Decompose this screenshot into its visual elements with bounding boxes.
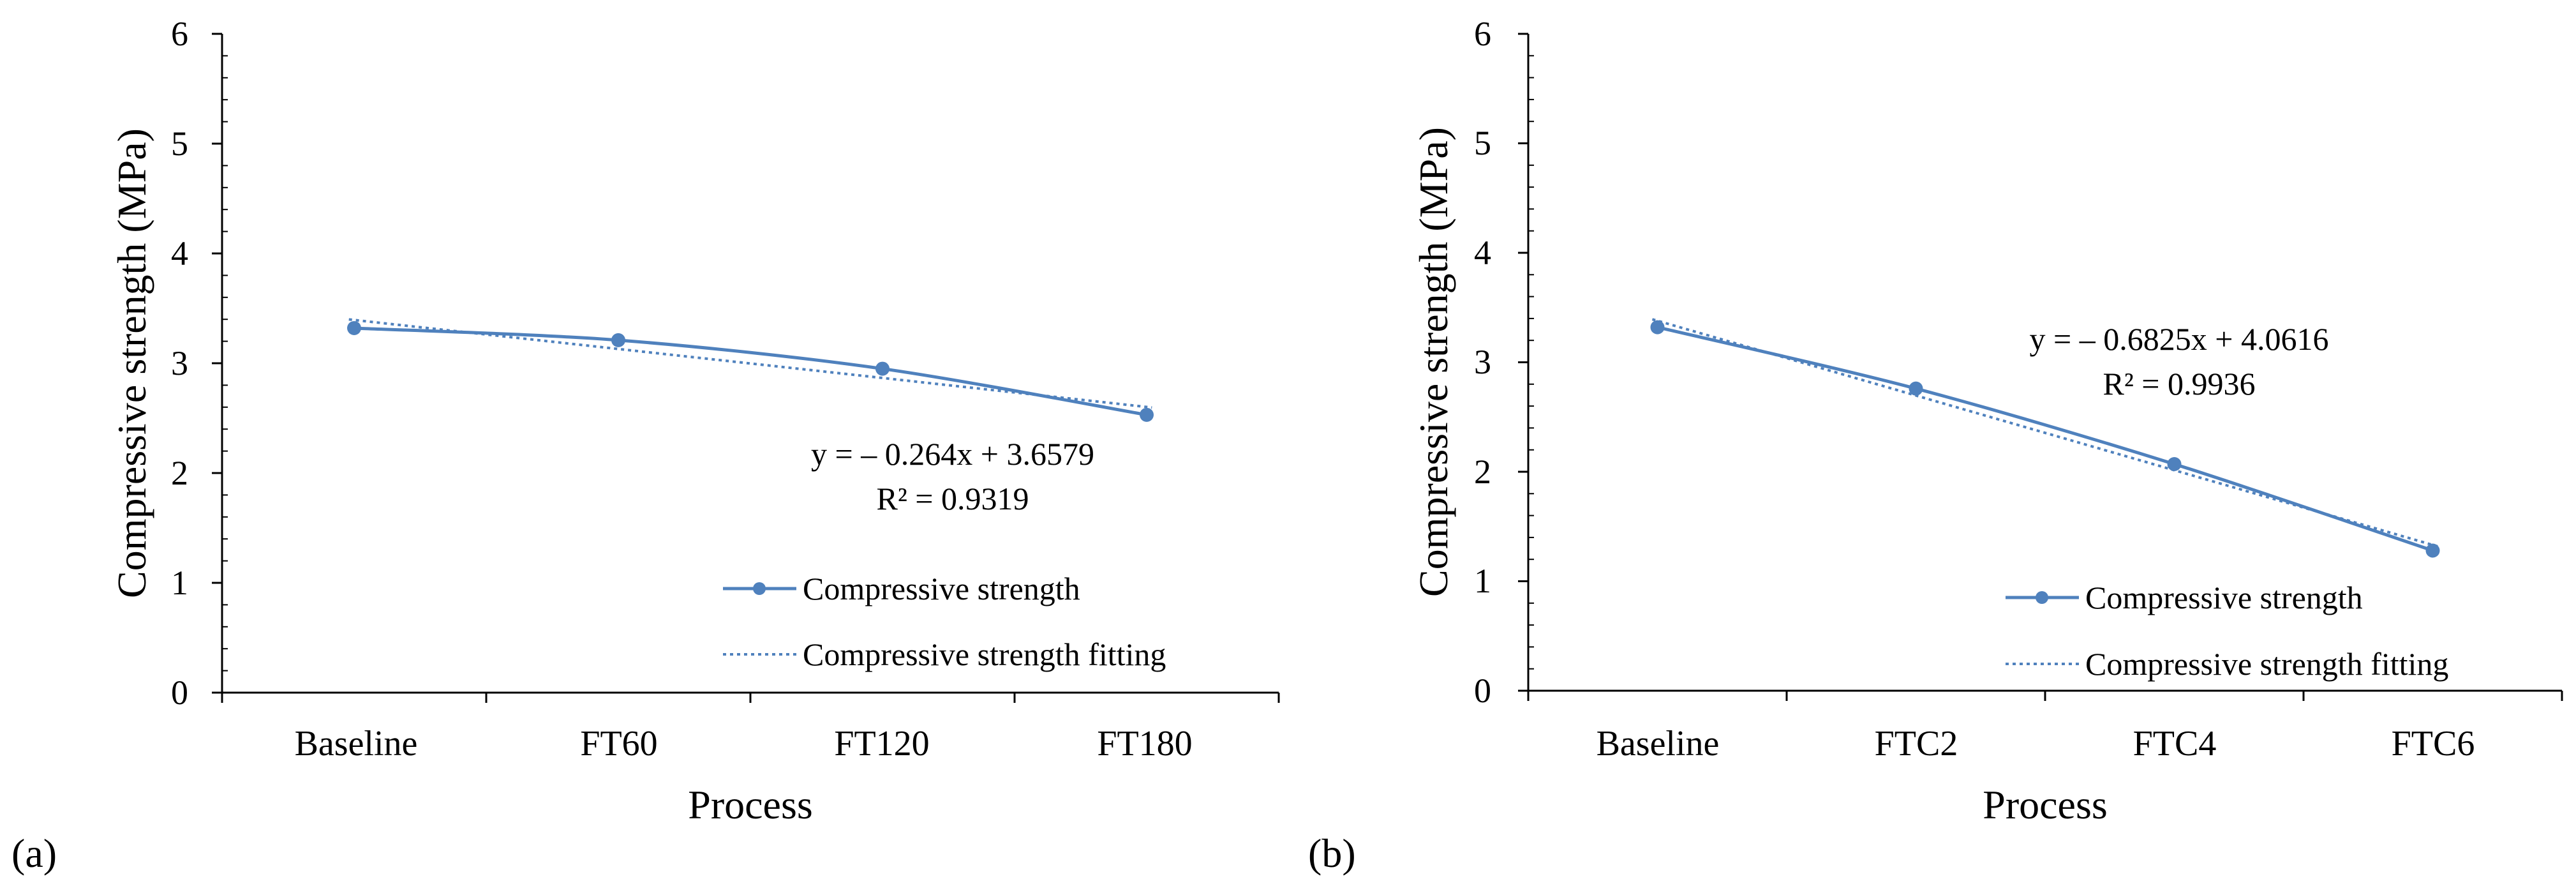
panel-a-x-tick-label: FT180: [1097, 724, 1192, 763]
panel-a-legend-entry: Compressive strength: [803, 571, 1080, 606]
panel-b-y-axis-title: Compressive strength (MPa): [1411, 127, 1456, 597]
panel-a-y-axis-title: Compressive strength (MPa): [109, 128, 154, 598]
panel-b-y-tick-label: 4: [1474, 234, 1491, 272]
panel-b-equation-label: y = – 0.6825x + 4.0616: [2030, 321, 2329, 357]
panel-a-legend-swatch-marker: [753, 582, 766, 595]
panel-a-axes: [212, 33, 1280, 703]
panel-a-legend: Compressive strength Compressive strengt…: [723, 571, 1166, 672]
panel-a-y-tick-label: 0: [171, 673, 188, 712]
panel-b-y-tick-label: 0: [1474, 672, 1491, 710]
panel-a-x-tick-labels: Baseline FT60 FT120 FT180: [295, 724, 1193, 763]
panel-b-y-tick-label: 3: [1474, 343, 1491, 381]
panel-a-x-tick-label: FT60: [580, 724, 657, 763]
panel-a-data-point: [1140, 407, 1154, 422]
panel-a-legend-entry: Compressive strength fitting: [803, 636, 1166, 672]
panel-a-x-axis-title: Process: [688, 782, 813, 827]
panel-b-y-tick-labels: 0 1 2 3 4 5 6: [1474, 15, 1491, 710]
panel-b-x-tick-label: FTC4: [2133, 724, 2217, 763]
panel-a-y-tick-label: 5: [171, 124, 188, 163]
panel-b-y-tick-label: 6: [1474, 15, 1491, 53]
panel-a-x-tick-label: FT120: [834, 724, 929, 763]
panel-b-axes: [1518, 33, 2563, 701]
panel-a-x-tick-label: Baseline: [295, 724, 418, 763]
panel-a-r-squared-label: R² = 0.9319: [876, 481, 1029, 516]
panel-a-data-point: [875, 361, 890, 376]
panel-a-equation-label: y = – 0.264x + 3.6579: [811, 436, 1094, 472]
panel-b-r-squared-label: R² = 0.9936: [2103, 366, 2255, 402]
panel-b-y-tick-label: 5: [1474, 124, 1491, 162]
panel-b-y-tick-label: 1: [1474, 562, 1491, 600]
panel-a-label: (a): [11, 831, 57, 876]
panel-b-x-axis-title: Process: [1983, 782, 2108, 827]
panel-b-x-tick-label: FTC6: [2392, 724, 2475, 763]
panel-b-x-tick-label: Baseline: [1597, 724, 1720, 763]
panel-b-data-point: [2425, 543, 2440, 558]
panel-a-chart: 0 1 2 3 4 5 6 Baseline FT60 FT120 FT180 …: [11, 15, 1280, 876]
panel-b-legend-entry: Compressive strength: [2085, 580, 2363, 615]
panel-b-x-tick-label: FTC2: [1875, 724, 1958, 763]
panel-b-y-tick-label: 2: [1474, 453, 1491, 491]
panel-a-y-tick-label: 4: [171, 234, 188, 273]
panel-a-y-tick-label: 2: [171, 454, 188, 492]
panel-b-data-point: [1650, 320, 1665, 335]
panel-b-data-point: [1909, 381, 1923, 396]
panel-b-label: (b): [1308, 831, 1356, 876]
panel-b-x-tick-labels: Baseline FTC2 FTC4 FTC6: [1597, 724, 2475, 763]
panel-a-compressive-strength-line: [354, 326, 1147, 417]
panel-a-data-point: [611, 333, 625, 347]
panel-b-chart: 0 1 2 3 4 5 6 Baseline FTC2 FTC4 FTC6 Pr…: [1308, 15, 2563, 876]
panel-b-legend: Compressive strength Compressive strengt…: [2006, 580, 2448, 682]
panel-b-compressive-strength-line: [1657, 326, 2434, 552]
panel-a-y-tick-labels: 0 1 2 3 4 5 6: [171, 15, 188, 712]
panel-a-y-tick-label: 1: [171, 564, 188, 602]
panel-a-y-tick-label: 6: [171, 15, 188, 53]
panel-a-y-tick-label: 3: [171, 344, 188, 382]
panel-a-data-point: [347, 320, 361, 335]
panel-b-legend-swatch-marker: [2036, 591, 2048, 604]
panel-b-legend-entry: Compressive strength fitting: [2085, 646, 2448, 682]
panel-b-data-point: [2167, 456, 2182, 471]
